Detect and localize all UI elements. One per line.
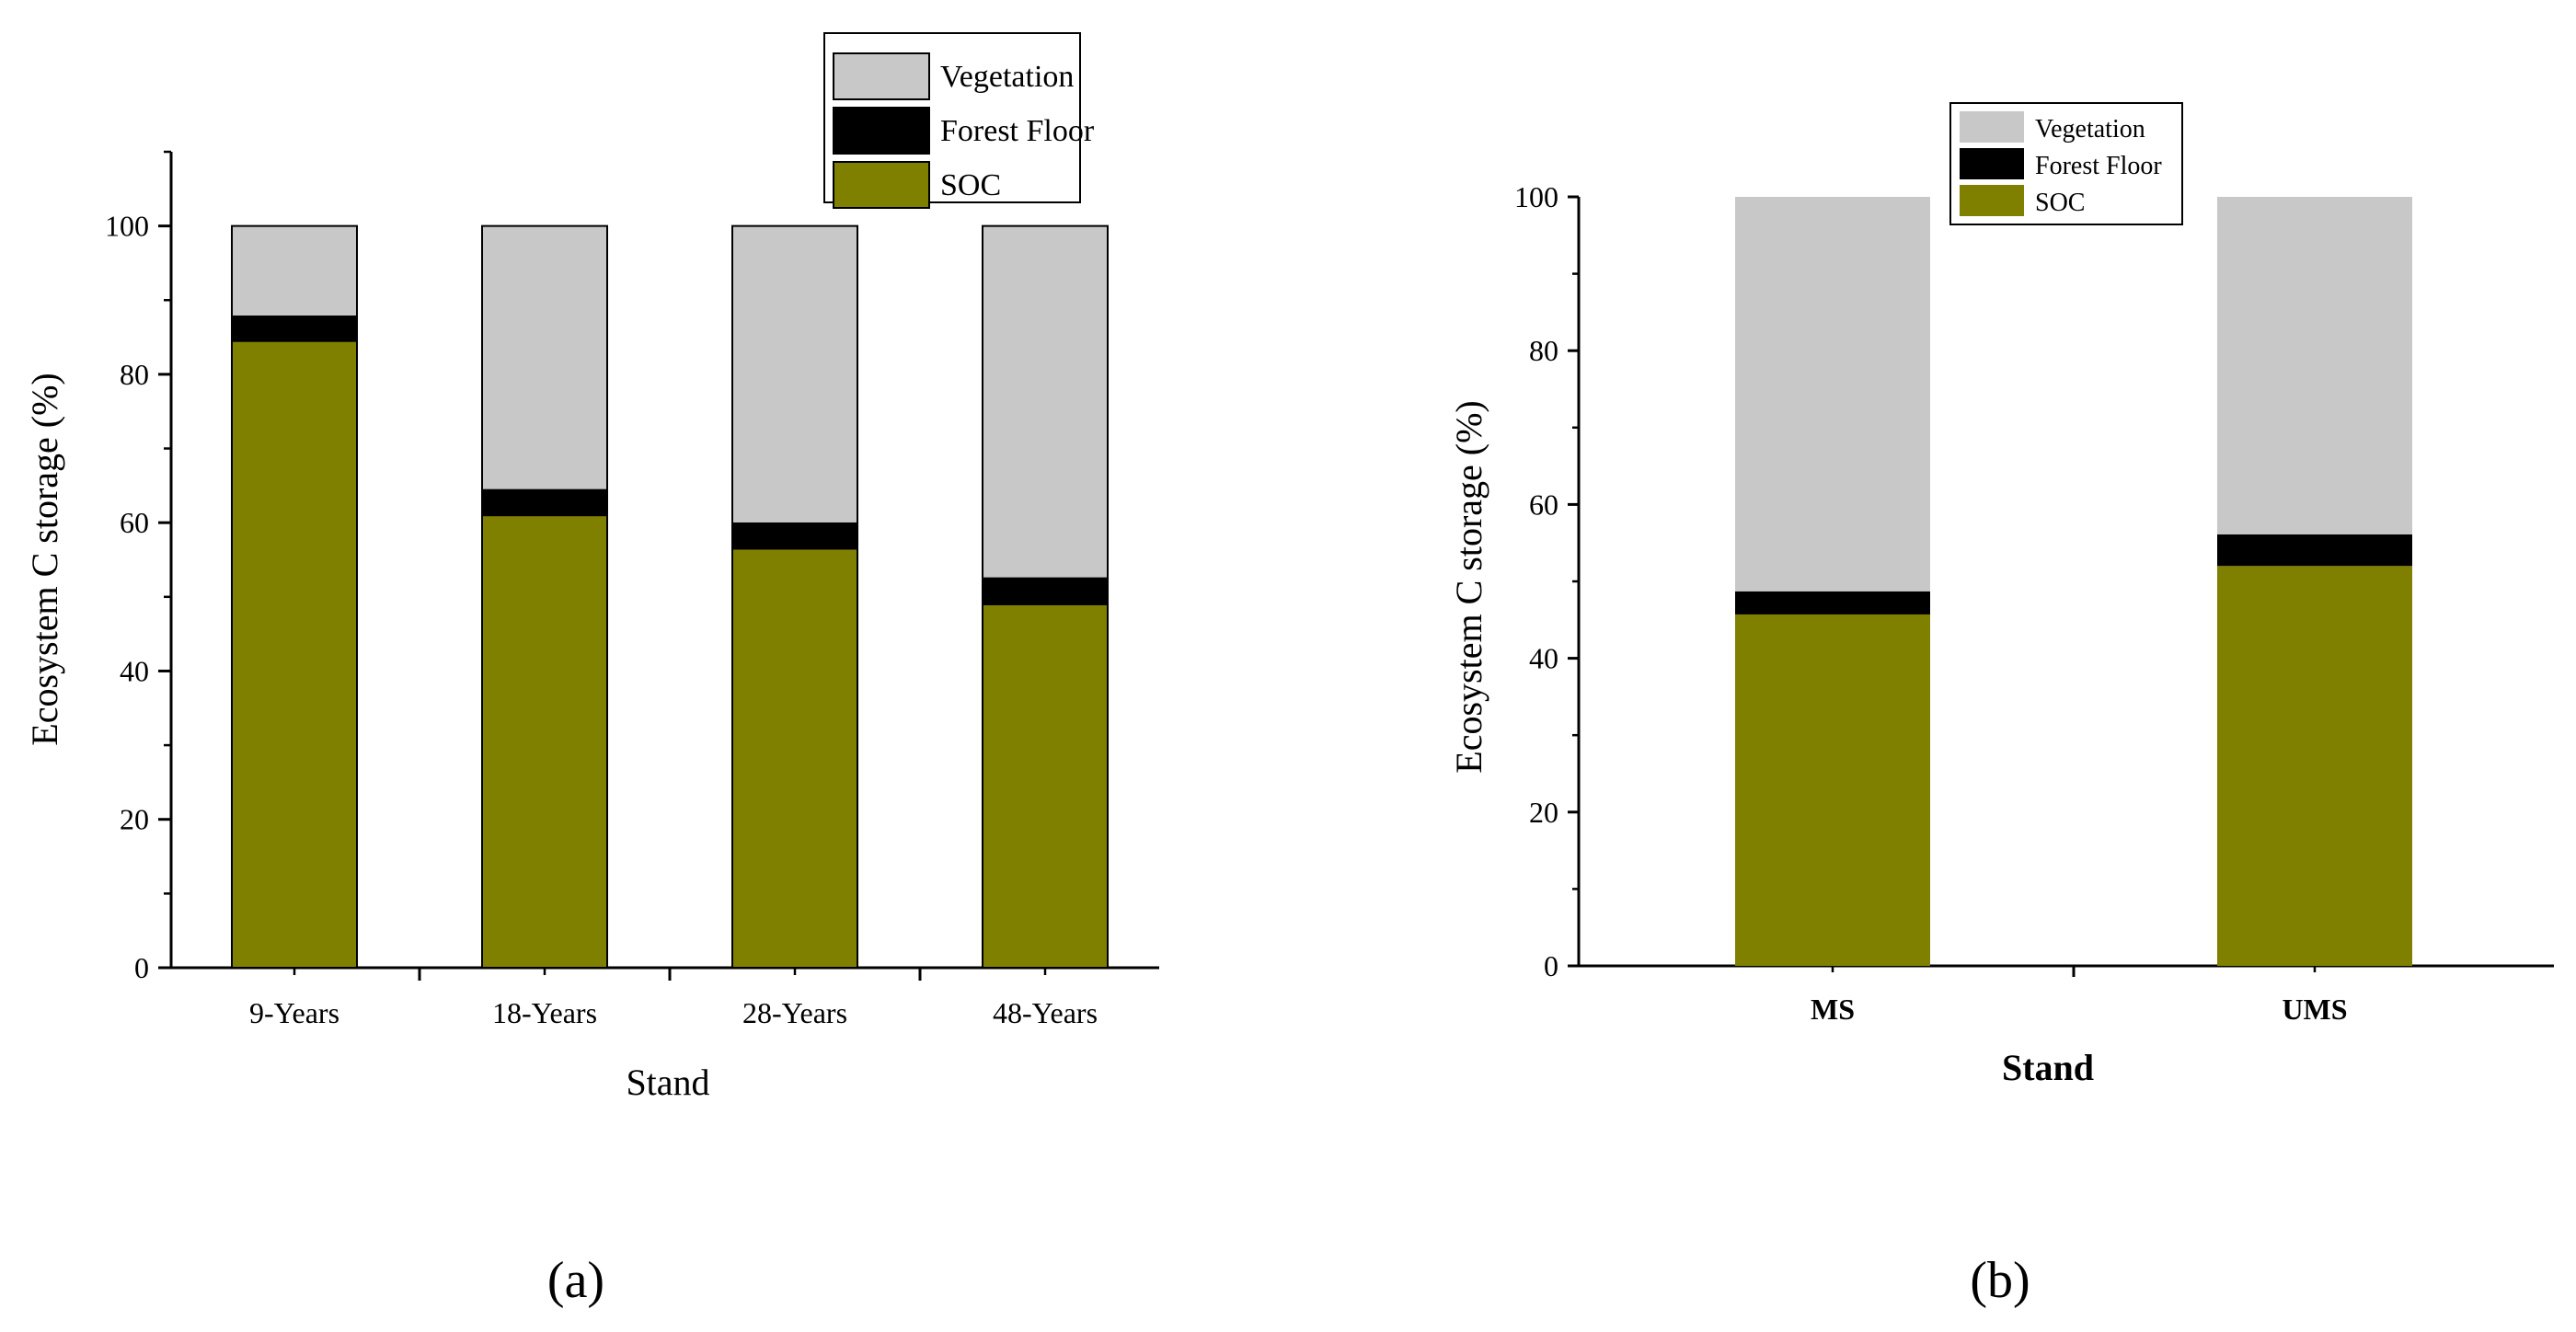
x-tick-label: 48-Years (993, 996, 1098, 1029)
y-tick-label: 100 (1514, 180, 1558, 213)
legend-label: Forest Floor (940, 114, 1095, 148)
panel-b-chart: 0 20 40 60 80 100 MS UMS Stand Ecosystem C storag… (1448, 102, 2554, 1088)
y-tick-label: 0 (134, 951, 149, 984)
bar-soc-ums (2217, 566, 2412, 966)
legend-swatch-forest-floor (833, 107, 930, 155)
y-tick-label: 20 (1529, 796, 1558, 829)
bar-soc-ms (1735, 614, 1930, 966)
bar-soc-9-years (231, 339, 358, 969)
bar-soc-28-years (731, 547, 858, 969)
y-tick-label: 60 (120, 506, 149, 539)
legend-swatch-vegetation (833, 52, 930, 100)
legend-label: Vegetation (940, 60, 1074, 94)
bar-forest-floor-48-years (982, 577, 1109, 605)
bar-soc-48-years (982, 603, 1109, 970)
y-axis-title: Ecosystem C storage (%) (1448, 400, 1489, 773)
y-tick-label: 40 (120, 654, 149, 687)
x-tick-label: UMS (2282, 993, 2347, 1026)
legend-swatch-soc (1960, 185, 2024, 216)
x-tick-label: 9-Years (249, 996, 339, 1029)
x-axis-title: Stand (626, 1062, 709, 1103)
x-tick-label: 18-Years (492, 996, 597, 1029)
legend-swatch-vegetation (1960, 111, 2024, 143)
x-tick-label: MS (1811, 993, 1855, 1026)
bar-forest-floor-18-years (481, 488, 608, 517)
bar-forest-floor-ms (1735, 591, 1930, 614)
bar-vegetation-ums (2217, 197, 2412, 535)
legend-label: SOC (940, 168, 1001, 202)
legend-label: SOC (2035, 189, 2085, 217)
bar-vegetation-28-years (731, 224, 858, 524)
x-axis-title: Stand (2002, 1047, 2094, 1088)
panel-b-label: (b) (1970, 1252, 2030, 1309)
bar-vegetation-9-years (231, 224, 358, 318)
y-tick-label: 80 (1529, 334, 1558, 367)
y-tick-label: 80 (120, 358, 149, 391)
bar-forest-floor-ums (2217, 534, 2412, 567)
y-axis-title: Ecosystem C storage (%) (24, 373, 65, 745)
panel-a-label: (a) (547, 1252, 604, 1309)
legend-swatch-forest-floor (1960, 148, 2024, 179)
y-tick-label: 100 (105, 210, 149, 243)
y-tick-label: 20 (120, 803, 149, 836)
y-tick-label: 40 (1529, 642, 1558, 675)
bar-vegetation-ms (1735, 197, 1930, 591)
bar-vegetation-48-years (982, 224, 1109, 580)
y-tick-label: 0 (1544, 949, 1558, 982)
bar-forest-floor-28-years (731, 522, 858, 550)
legend-swatch-soc (833, 161, 930, 209)
x-tick-label: 28-Years (742, 996, 847, 1029)
bar-vegetation-18-years (481, 224, 608, 491)
panel-a-chart: 0 20 40 60 80 100 9-Years 18-Years 28-Years 48-Ye… (24, 32, 1159, 1103)
legend-label: Forest Floor (2035, 152, 2162, 180)
y-tick-label: 60 (1529, 488, 1558, 521)
legend-label: Vegetation (2035, 115, 2145, 144)
bar-forest-floor-9-years (231, 316, 358, 342)
bar-soc-18-years (481, 514, 608, 969)
